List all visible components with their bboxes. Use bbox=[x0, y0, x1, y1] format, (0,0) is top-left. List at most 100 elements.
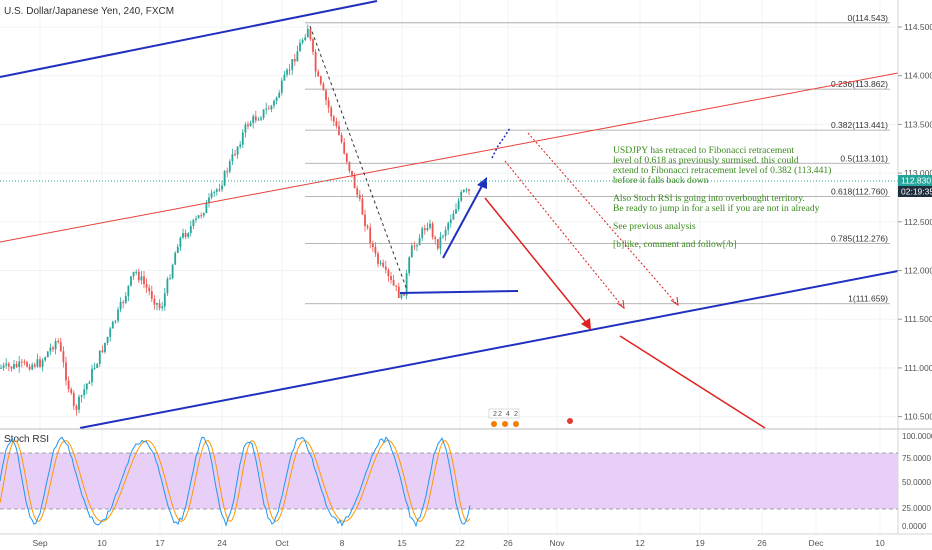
time-tick-label-9: Nov bbox=[549, 538, 565, 548]
candle-body-93 bbox=[241, 132, 244, 145]
candle-body-122 bbox=[317, 71, 320, 77]
candle-body-49 bbox=[127, 285, 130, 296]
last-price-label: 112.830 02:19:35 bbox=[898, 175, 932, 197]
badge-2[interactable]: 2 bbox=[498, 411, 502, 418]
analysis-annotation[interactable]: USDJPY has retraced to Fibonacci retrace… bbox=[613, 146, 853, 250]
candle-body-66 bbox=[171, 264, 174, 279]
annotation-paragraph-2: Also Stoch RSI is going into overbought … bbox=[613, 193, 820, 214]
stoch-level-label-1: 75.0000 bbox=[902, 454, 931, 463]
candle-body-147 bbox=[382, 262, 385, 267]
candle-body-35 bbox=[91, 368, 93, 383]
candle-body-39 bbox=[101, 350, 104, 353]
fib-label-2: 0.382(113.441) bbox=[831, 120, 888, 130]
candle-body-43 bbox=[111, 321, 114, 329]
candle-body-37 bbox=[96, 363, 99, 369]
candle-body-15 bbox=[39, 359, 41, 367]
candle-body-90 bbox=[234, 154, 236, 156]
candle-body-72 bbox=[187, 233, 190, 237]
time-axis[interactable]: Sep 10 17 24 Oct 8 15 22 26 Nov 12 19 26 Dec 10 bbox=[0, 533, 932, 548]
flag-icon-3[interactable] bbox=[513, 421, 519, 427]
time-tick-label-12: 26 bbox=[757, 538, 767, 548]
annotation-paragraph-3: See previous analysis bbox=[613, 221, 696, 232]
candle-body-55 bbox=[143, 276, 145, 285]
candle-body-167 bbox=[434, 237, 437, 240]
badge-3[interactable]: 4 bbox=[506, 411, 510, 418]
candle-body-42 bbox=[109, 328, 112, 337]
candle-body-76 bbox=[197, 215, 200, 219]
time-tick-label-2: 17 bbox=[155, 538, 165, 548]
candle-body-92 bbox=[239, 144, 242, 147]
candle-body-97 bbox=[252, 116, 255, 123]
candle-body-108 bbox=[280, 80, 283, 93]
candle-body-96 bbox=[249, 122, 252, 127]
flag-icon-2[interactable] bbox=[502, 421, 508, 427]
candle-body-132 bbox=[343, 142, 346, 154]
candle-body-170 bbox=[442, 235, 444, 237]
candle-body-71 bbox=[184, 233, 187, 237]
event-badges[interactable]: 2 2 4 2 bbox=[488, 408, 573, 427]
candle-body-51 bbox=[132, 271, 135, 277]
candle-body-163 bbox=[423, 228, 426, 231]
candle-body-100 bbox=[260, 117, 262, 120]
candle-body-110 bbox=[286, 69, 288, 75]
drawings[interactable] bbox=[0, 0, 899, 429]
event-marker-icon[interactable] bbox=[567, 418, 573, 424]
channel-lower-line[interactable] bbox=[79, 270, 899, 429]
candle-body-26 bbox=[67, 380, 70, 390]
candle-body-62 bbox=[161, 306, 164, 309]
candle-body-119 bbox=[309, 28, 312, 40]
price-series bbox=[0, 24, 470, 416]
projected-dotted-path bbox=[491, 127, 511, 159]
candle-body-52 bbox=[135, 271, 138, 273]
badge-4[interactable]: 2 bbox=[514, 411, 518, 418]
candle-body-116 bbox=[301, 40, 304, 43]
candle-body-61 bbox=[158, 303, 161, 309]
time-tick-label-13: Dec bbox=[808, 538, 824, 548]
candle-body-155 bbox=[403, 293, 405, 296]
candle-body-95 bbox=[247, 124, 249, 127]
candle-body-54 bbox=[140, 276, 143, 281]
candle-body-175 bbox=[455, 209, 457, 214]
channel-midline[interactable] bbox=[0, 72, 899, 243]
countdown-value: 02:19:35 bbox=[901, 187, 932, 197]
projected-down-arrow[interactable] bbox=[484, 197, 591, 330]
candle-body-53 bbox=[137, 271, 140, 281]
candle-body-149 bbox=[387, 269, 390, 277]
projected-up-arrow[interactable] bbox=[442, 177, 487, 259]
candle-body-41 bbox=[106, 336, 109, 343]
price-axis[interactable]: 114.500 114.000 113.500 113.000 112.500 112.0… bbox=[897, 0, 932, 534]
candle-body-14 bbox=[36, 359, 39, 367]
candle-body-162 bbox=[421, 228, 424, 239]
candle-body-91 bbox=[236, 146, 239, 155]
candle-body-27 bbox=[70, 389, 73, 393]
candle-body-139 bbox=[361, 198, 364, 215]
flag-icon[interactable] bbox=[491, 421, 497, 427]
candle-body-86 bbox=[223, 171, 226, 186]
candle-body-169 bbox=[439, 236, 442, 249]
candle-body-126 bbox=[327, 100, 330, 108]
candle-body-87 bbox=[226, 171, 229, 173]
projected-down-line-2[interactable] bbox=[619, 335, 766, 429]
candle-body-68 bbox=[176, 246, 179, 253]
price-tick-label-3: 113.000 bbox=[904, 168, 932, 178]
candle-body-8 bbox=[20, 361, 23, 363]
candle-body-166 bbox=[431, 223, 434, 238]
price-tick-label-2: 113.500 bbox=[904, 119, 932, 129]
candle-body-130 bbox=[338, 126, 340, 136]
support-line[interactable] bbox=[399, 290, 519, 294]
fib-label-4: 0.618(112.760) bbox=[831, 186, 888, 196]
candle-body-85 bbox=[221, 185, 223, 190]
fibonacci-retracement[interactable]: 0(114.543) 0.236(113.862) 0.382(113.441) 0.… bbox=[305, 13, 890, 305]
candle-body-102 bbox=[265, 108, 268, 110]
candle-body-129 bbox=[335, 121, 338, 127]
badge-1[interactable]: 2 bbox=[493, 411, 497, 418]
price-tick-label-5: 112.000 bbox=[904, 266, 932, 276]
stoch-rsi-pane[interactable]: Stoch RSI bbox=[0, 434, 898, 528]
candle-body-30 bbox=[78, 396, 80, 410]
channel-upper-line[interactable] bbox=[0, 0, 378, 78]
candle-body-180 bbox=[468, 189, 470, 191]
candle-body-135 bbox=[351, 170, 353, 176]
candle-body-21 bbox=[54, 340, 57, 350]
candle-body-7 bbox=[18, 361, 21, 367]
